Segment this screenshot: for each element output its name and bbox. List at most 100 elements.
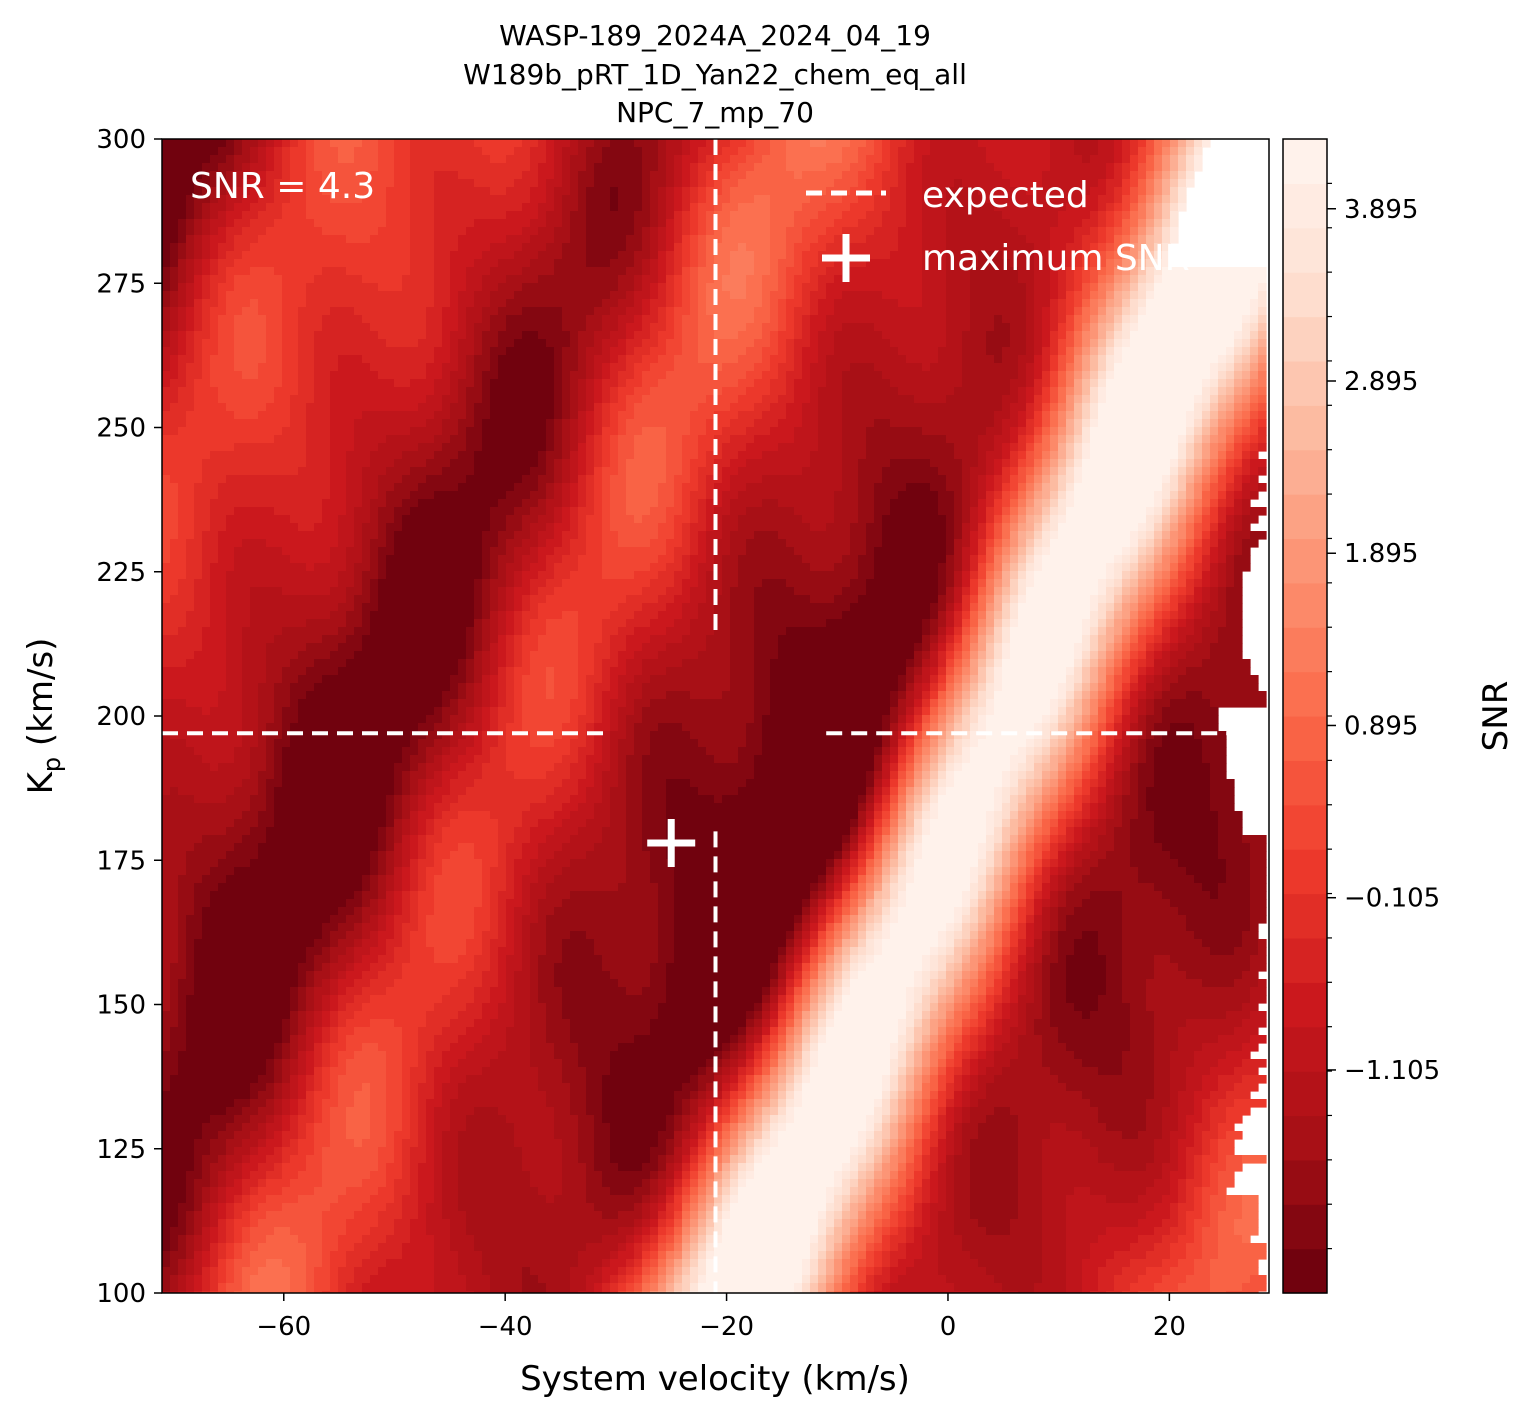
heat-cell xyxy=(194,795,227,804)
heat-cell xyxy=(162,747,195,756)
heat-cell xyxy=(250,803,267,812)
heat-cell xyxy=(282,587,331,596)
heat-cell xyxy=(394,139,411,148)
heat-cell xyxy=(1074,363,1083,372)
heat-cell xyxy=(546,147,555,156)
heat-cell xyxy=(290,683,315,692)
heat-cell xyxy=(538,179,547,188)
heat-cell xyxy=(954,675,963,684)
heat-cell xyxy=(570,539,587,548)
heat-cell xyxy=(570,507,579,516)
heat-cell xyxy=(482,723,491,732)
heat-cell xyxy=(554,371,563,380)
heat-cell xyxy=(578,139,595,148)
heat-cell xyxy=(162,203,187,212)
heat-cell xyxy=(626,379,643,388)
heat-cell xyxy=(474,699,483,708)
heat-cell xyxy=(690,147,699,156)
heat-cell xyxy=(522,675,547,684)
heat-cell xyxy=(1170,171,1179,180)
heat-cell xyxy=(466,443,483,452)
heat-cell xyxy=(666,235,675,244)
heat-cell xyxy=(626,643,643,652)
heat-cell xyxy=(1050,291,1059,300)
heat-cell xyxy=(538,227,555,236)
heat-cell xyxy=(938,707,947,716)
heat-cell xyxy=(666,283,675,292)
heat-cell xyxy=(410,763,419,772)
heat-cell xyxy=(1090,395,1099,404)
heat-cell xyxy=(754,531,779,540)
heat-cell xyxy=(250,219,275,228)
heat-cell xyxy=(194,747,235,756)
heat-cell xyxy=(466,283,483,292)
heat-cell xyxy=(754,699,771,708)
heat-cell xyxy=(922,275,947,284)
heat-cell xyxy=(970,723,979,732)
heat-cell xyxy=(1146,731,1155,740)
heat-cell xyxy=(666,163,675,172)
heat-cell xyxy=(970,491,979,500)
heat-cell xyxy=(1114,683,1123,692)
heat-cell xyxy=(1138,291,1147,300)
heat-cell xyxy=(274,507,323,516)
heat-cell xyxy=(1026,587,1099,596)
heat-cell xyxy=(850,203,875,212)
heat-cell xyxy=(570,491,579,500)
heat-cell xyxy=(1154,699,1171,708)
heat-cell xyxy=(634,251,651,260)
heat-cell xyxy=(578,627,603,636)
heat-cell xyxy=(978,603,987,612)
heat-cell xyxy=(738,747,763,756)
heat-cell xyxy=(1002,499,1011,508)
heat-cell xyxy=(1250,299,1259,308)
heat-cell xyxy=(1210,363,1219,372)
heat-cell xyxy=(1226,507,1235,516)
heat-cell xyxy=(578,611,611,620)
heat-cell xyxy=(1058,371,1067,380)
heat-cell xyxy=(530,547,539,556)
heat-cell xyxy=(618,651,635,660)
heat-cell xyxy=(706,555,715,564)
heat-cell xyxy=(1234,507,1243,516)
heat-cell xyxy=(378,563,387,572)
heat-cell xyxy=(1226,411,1235,420)
heat-cell xyxy=(874,139,883,148)
heat-cell xyxy=(162,595,171,604)
heat-cell xyxy=(554,507,563,516)
heat-cell xyxy=(482,667,491,676)
heat-cell xyxy=(626,243,643,252)
heat-cell xyxy=(482,715,491,724)
heat-cell xyxy=(1026,371,1035,380)
heat-cell xyxy=(338,531,355,540)
heat-cell xyxy=(810,371,827,380)
heat-cell xyxy=(666,547,675,556)
heat-cell xyxy=(666,451,683,460)
heat-cell xyxy=(1066,315,1075,324)
heat-cell xyxy=(490,395,555,404)
heat-cell xyxy=(1122,243,1131,252)
heat-cell xyxy=(266,171,283,180)
heat-cell xyxy=(1218,603,1227,612)
heat-cell xyxy=(1162,275,1267,284)
heat-cell xyxy=(706,227,715,236)
heat-cell xyxy=(1162,579,1171,588)
heat-cell xyxy=(1082,235,1099,244)
heat-cell xyxy=(178,347,187,356)
heat-cell xyxy=(826,619,923,628)
heat-cell xyxy=(722,523,739,532)
heat-cell xyxy=(778,307,787,316)
heat-cell xyxy=(554,155,563,164)
heat-cell xyxy=(546,499,563,508)
heat-cell xyxy=(618,283,635,292)
heat-cell xyxy=(706,283,723,292)
heat-cell xyxy=(1234,355,1243,364)
heat-cell xyxy=(1074,739,1083,748)
heat-cell xyxy=(602,491,611,500)
heat-cell xyxy=(866,771,875,780)
heat-cell xyxy=(682,147,691,156)
heat-cell xyxy=(842,403,1003,412)
heat-cell xyxy=(770,379,787,388)
heat-cell xyxy=(1146,259,1155,268)
heat-cell xyxy=(682,203,691,212)
